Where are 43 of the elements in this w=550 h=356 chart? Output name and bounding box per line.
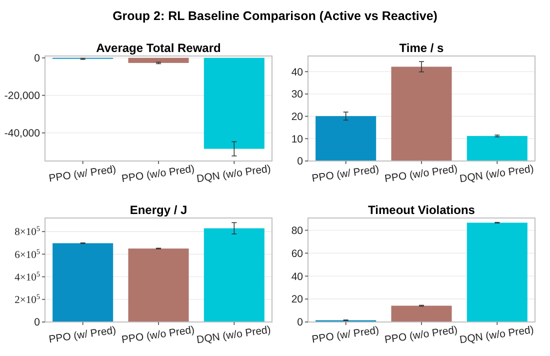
bar <box>466 136 528 161</box>
chart-title: Energy / J <box>130 203 188 217</box>
y-tick-label: -40,000 <box>4 128 40 140</box>
x-tick-label: DQN (w/o Pred) <box>196 162 272 186</box>
x-tick-label: PPO (w/ Pred) <box>311 324 380 346</box>
bar <box>391 306 452 322</box>
y-tick-label: 40 <box>291 66 304 78</box>
bar <box>128 248 189 322</box>
chart-title: Timeout Violations <box>368 203 476 217</box>
y-tick-label: 0 <box>34 316 40 329</box>
x-tick-label: PPO (w/ Pred) <box>311 163 380 185</box>
y-tick-label: 0 <box>297 316 304 329</box>
y-tick-label: 20 <box>291 294 304 306</box>
x-tick-label: PPO (w/o Pred) <box>384 324 458 346</box>
x-tick-label: DQN (w/o Pred) <box>458 162 535 186</box>
x-tick-label: PPO (w/o Pred) <box>120 162 196 186</box>
y-tick-label: 0 <box>34 52 40 65</box>
bar <box>316 116 376 161</box>
y-tick-label: 60 <box>291 248 304 260</box>
y-tick-label: 80 <box>291 224 304 237</box>
y-tick-label: 40 <box>291 270 304 283</box>
y-tick-label: 0 <box>297 156 304 168</box>
y-tick-label: 10 <box>291 133 304 146</box>
bar <box>52 243 114 322</box>
x-tick-label: DQN (w/o Pred) <box>196 324 272 346</box>
bar <box>391 66 452 161</box>
x-tick-label: PPO (w/o Pred) <box>120 324 196 346</box>
x-tick-label: DQN (w/o Pred) <box>458 324 535 346</box>
chart-title: Average Total Reward <box>96 41 221 55</box>
y-tick-label: 2×10$^{5}$ <box>14 292 40 306</box>
y-tick-label: 20 <box>291 110 304 123</box>
x-tick-label: PPO (w/o Pred) <box>384 162 458 186</box>
y-tick-label: 8×10$^{5}$ <box>14 224 40 238</box>
chart-title: Time / s <box>399 41 444 55</box>
y-tick-label: 30 <box>291 88 304 101</box>
y-tick-label: 4×10$^{5}$ <box>14 268 40 284</box>
x-tick-label: PPO (w/ Pred) <box>48 324 117 346</box>
bar <box>466 222 528 322</box>
y-tick-label: -20,000 <box>4 90 40 102</box>
bar <box>204 228 264 322</box>
chart-subtitle: Group 2: RL Baseline Comparison (Active vs Reactive) <box>112 9 438 23</box>
x-tick-label: PPO (w/ Pred) <box>48 163 117 185</box>
y-tick-label: 6×10$^{5}$ <box>14 246 40 261</box>
